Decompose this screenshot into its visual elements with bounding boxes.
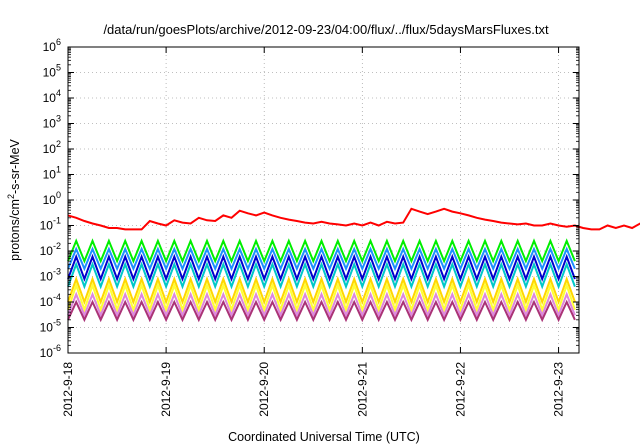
y-tick-label: 106 xyxy=(43,37,61,54)
y-tick-label: 10-4 xyxy=(40,292,61,309)
x-axis-label: Coordinated Universal Time (UTC) xyxy=(228,430,420,444)
flux-series-line xyxy=(67,238,576,264)
y-tick-label: 10-5 xyxy=(40,318,61,335)
series-layer xyxy=(67,207,640,323)
y-tick-label: 10-2 xyxy=(40,241,61,258)
flux-series-line xyxy=(67,291,576,319)
y-axis: 10-6 10-5 10-4 10-3 10-2 10-1 100 101 102 103 104 1… xyxy=(40,37,579,360)
y-tick-label: 10-6 xyxy=(40,343,61,360)
x-tick-label: 2012-9-18 xyxy=(61,362,75,417)
x-axis: 2012-9-18 2012-9-19 2012-9-20 2012-9-21 2012… xyxy=(61,47,566,417)
y-tick-label: 105 xyxy=(43,63,61,80)
flux-series-line xyxy=(67,261,576,290)
flux-series-line xyxy=(67,282,576,313)
y-tick-label: 10-1 xyxy=(40,216,61,233)
y-axis-label: protons/cm2-s-sr-MeV xyxy=(6,138,22,260)
x-tick-label: 2012-9-21 xyxy=(355,362,369,417)
y-tick-label: 104 xyxy=(43,88,61,105)
flux-series-line xyxy=(67,207,640,231)
flux-series-line xyxy=(67,253,576,282)
flux-series-line xyxy=(67,246,576,272)
flux-series-line xyxy=(67,276,576,305)
y-tick-label: 101 xyxy=(43,165,61,182)
y-tick-label: 10-3 xyxy=(40,267,61,284)
y-tick-label: 102 xyxy=(43,139,61,156)
flux-series-line xyxy=(67,299,576,323)
x-tick-label: 2012-9-22 xyxy=(453,362,467,417)
chart-title: /data/run/goesPlots/archive/2012-09-23/0… xyxy=(103,22,549,37)
x-tick-label: 2012-9-23 xyxy=(552,362,566,417)
x-tick-label: 2012-9-19 xyxy=(159,362,173,417)
plot-grid xyxy=(68,47,579,353)
y-tick-label: 100 xyxy=(43,190,61,207)
y-tick-label: 103 xyxy=(43,114,61,131)
x-tick-label: 2012-9-20 xyxy=(257,362,271,417)
